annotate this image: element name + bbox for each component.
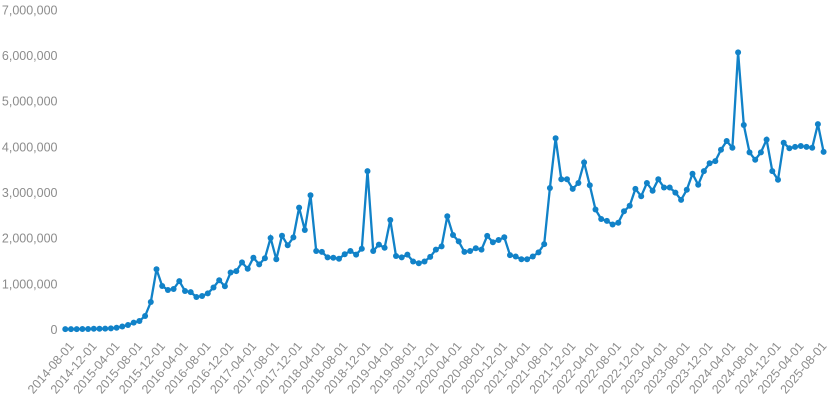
svg-text:0: 0	[51, 323, 58, 337]
svg-text:2,000,000: 2,000,000	[2, 232, 58, 246]
svg-text:5,000,000: 5,000,000	[2, 95, 58, 109]
svg-text:6,000,000: 6,000,000	[2, 49, 58, 63]
svg-text:3,000,000: 3,000,000	[2, 186, 58, 200]
svg-text:4,000,000: 4,000,000	[2, 140, 58, 154]
svg-text:7,000,000: 7,000,000	[2, 3, 58, 17]
svg-text:1,000,000: 1,000,000	[2, 277, 58, 291]
